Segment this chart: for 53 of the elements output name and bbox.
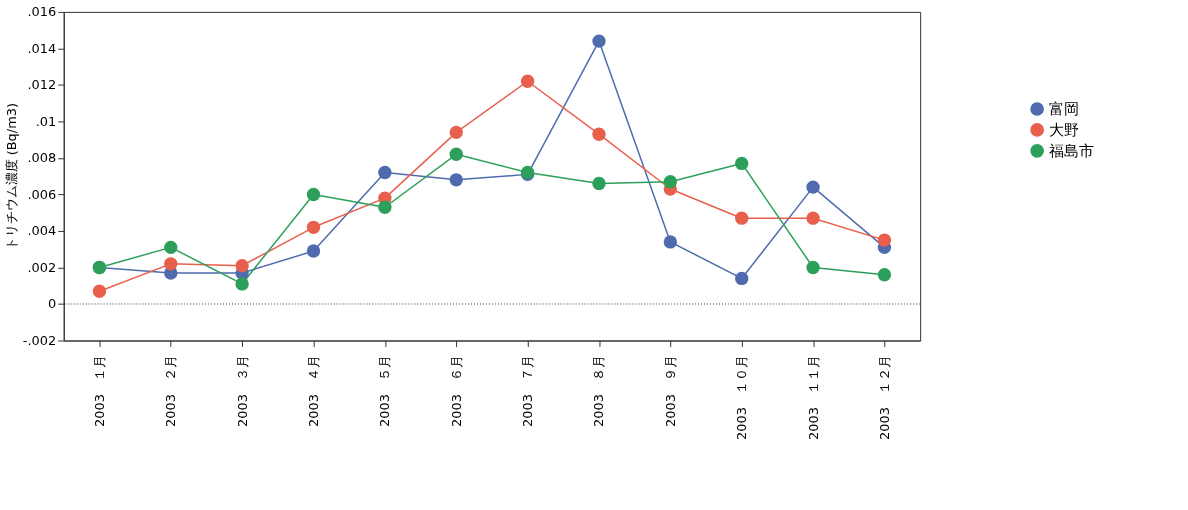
x-tick-label: 2003 １０月 [734,354,750,440]
y-tick-label: .012 [27,77,57,93]
point [164,257,178,271]
point [663,235,678,249]
y-tick-label: .016 [27,4,57,20]
x-tick-label: 2003 ５月 [377,354,393,427]
point [592,127,606,141]
x-tick-label: 2003 ６月 [448,354,464,427]
point [520,74,535,88]
y-tick-label: -.002 [22,332,57,348]
point [735,156,749,171]
point [449,125,463,140]
legend-label: 福島市 [1048,141,1094,160]
y-tick-label: .008 [27,150,57,166]
x-tick-label: 2003 ２月 [163,354,179,427]
point [877,233,892,247]
point [92,284,107,298]
point [378,200,392,214]
point [877,268,892,282]
point [663,175,678,189]
y-tick-label: .006 [27,186,57,202]
point [449,147,463,161]
x-tick-label: 2003 １２月 [876,354,892,440]
x-tick-label: 2003 ４月 [305,354,321,427]
point [235,277,249,291]
x-tick-label: 2003 ７月 [520,354,536,427]
point [592,34,606,48]
point [592,176,606,191]
legend-label: 富岡 [1048,99,1079,118]
point [806,180,820,194]
x-tick-label: 2003 ３月 [234,354,250,427]
y-tick-label: 0 [48,296,57,312]
point [735,211,749,225]
x-tick-label: 2003 １月 [91,354,107,427]
point [306,244,321,258]
point [806,211,820,225]
point [806,260,820,275]
y-tick-label: .01 [35,113,57,129]
point [306,187,321,202]
y-tick-label: .004 [27,223,57,239]
point [378,165,392,180]
point [449,173,463,187]
legend-label: 大野 [1048,120,1079,139]
x-tick-label: 2003 ９月 [662,354,678,427]
point [735,271,749,286]
y-axis-title: トリチウム濃度 (Bq/m3) [3,102,19,251]
x-tick-label: 2003 １１月 [805,354,821,440]
x-tick-label: 2003 ８月 [591,354,607,427]
point [306,220,321,234]
y-tick-label: .002 [27,259,57,275]
y-tick-label: .014 [27,40,57,56]
point [235,258,249,273]
point [164,240,178,255]
